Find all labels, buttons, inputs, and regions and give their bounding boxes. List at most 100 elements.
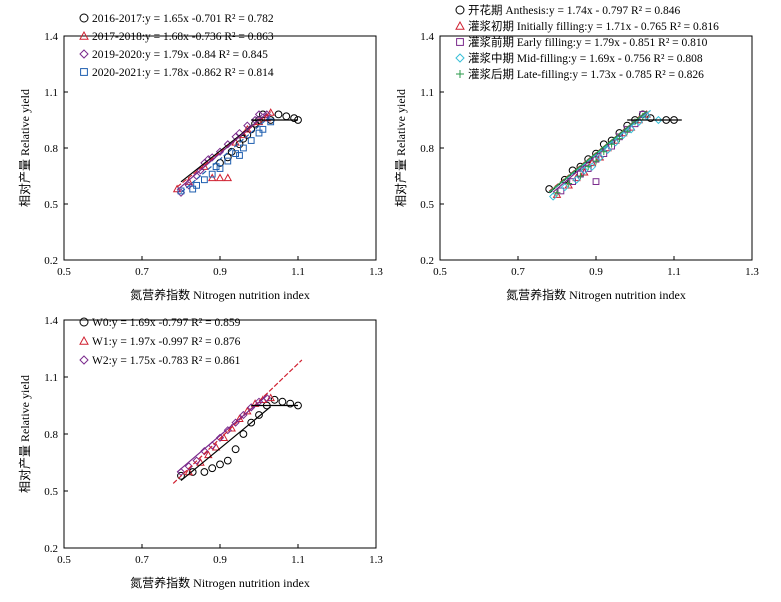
data-point bbox=[587, 162, 597, 171]
legend-entry: 2020-2021:y = 1.78x -0.862 R² = 0.814 bbox=[92, 67, 274, 79]
data-point bbox=[239, 134, 248, 143]
data-point bbox=[646, 114, 655, 123]
legend-entry: 开花期 Anthesis:y = 1.74x - 0.797 R² = 0.84… bbox=[468, 4, 680, 17]
legend-entry: W2:y = 1.75x -0.783 R² = 0.861 bbox=[92, 355, 241, 367]
legend-entry: 灌浆中期 Mid-filling:y = 1.69x - 0.756 R² = … bbox=[468, 51, 703, 65]
legend-marker bbox=[79, 317, 89, 327]
data-point bbox=[266, 108, 275, 116]
legend-marker bbox=[455, 53, 465, 63]
data-point bbox=[266, 393, 275, 402]
data-point bbox=[548, 192, 558, 201]
data-point bbox=[223, 456, 232, 465]
data-point bbox=[177, 471, 185, 480]
data-point bbox=[200, 468, 209, 476]
data-point bbox=[208, 464, 217, 473]
y-axis-label: 相对产量 Relative yield bbox=[18, 375, 32, 493]
x-tick-label: 0.7 bbox=[135, 266, 149, 278]
data-point bbox=[219, 433, 229, 442]
y-tick-label: 0.5 bbox=[44, 199, 58, 211]
data-point bbox=[232, 150, 239, 157]
data-point bbox=[254, 110, 264, 119]
y-tick-label: 1.4 bbox=[44, 315, 58, 327]
data-point bbox=[227, 147, 236, 156]
data-point bbox=[193, 181, 200, 189]
data-point bbox=[584, 163, 592, 171]
fit-line bbox=[176, 112, 268, 191]
data-point bbox=[592, 157, 600, 165]
data-point bbox=[616, 135, 623, 143]
fit-line bbox=[548, 110, 648, 193]
data-point bbox=[247, 418, 256, 427]
data-point bbox=[177, 187, 185, 195]
x-tick-label: 1.1 bbox=[291, 554, 305, 566]
data-point bbox=[223, 153, 232, 162]
data-point bbox=[553, 189, 561, 197]
data-point bbox=[224, 157, 232, 165]
data-point bbox=[286, 399, 295, 408]
x-axis-label: 氮营养指数 Nitrogen nutrition index bbox=[506, 287, 686, 302]
y-tick-label: 0.8 bbox=[44, 429, 58, 441]
y-tick-label: 0.8 bbox=[44, 143, 58, 155]
x-axis-label: 氮营养指数 Nitrogen nutrition index bbox=[130, 575, 310, 590]
x-tick-label: 0.9 bbox=[213, 554, 227, 566]
data-point bbox=[184, 462, 193, 471]
data-point bbox=[208, 170, 216, 178]
data-point bbox=[184, 181, 193, 190]
legend-marker bbox=[79, 30, 89, 40]
fit-line bbox=[172, 359, 303, 484]
data-point bbox=[231, 445, 240, 454]
legend-entry: W1:y = 1.97x -0.997 R² = 0.876 bbox=[92, 336, 241, 348]
y-axis-label: 相对产量 Relative yield bbox=[18, 89, 32, 207]
y-tick-label: 1.1 bbox=[420, 87, 434, 99]
x-tick-label: 0.5 bbox=[57, 554, 71, 566]
legend-marker bbox=[456, 70, 464, 78]
data-point bbox=[215, 173, 225, 182]
series-2 bbox=[552, 109, 651, 198]
legend-entry: 2017-2018:y = 1.68x -0.736 R² = 0.863 bbox=[92, 31, 274, 43]
legend-entry: 2019-2020:y = 1.79x -0.84 R² = 0.845 bbox=[92, 49, 268, 61]
y-tick-label: 0.8 bbox=[420, 143, 434, 155]
legend-marker bbox=[79, 335, 89, 345]
data-point bbox=[255, 129, 263, 137]
series-4 bbox=[548, 112, 663, 201]
data-point bbox=[595, 153, 605, 162]
data-point bbox=[196, 166, 205, 175]
data-point bbox=[278, 397, 287, 406]
legend-marker bbox=[455, 20, 465, 30]
data-point bbox=[267, 118, 275, 126]
y-axis-label: 相对产量 Relative yield bbox=[394, 89, 408, 207]
data-point bbox=[259, 125, 267, 133]
data-point bbox=[290, 114, 299, 123]
legend-marker bbox=[456, 38, 464, 46]
data-point bbox=[592, 178, 600, 185]
data-point bbox=[552, 190, 562, 198]
x-axis-label: 氮营养指数 Nitrogen nutrition index bbox=[130, 287, 310, 302]
data-point bbox=[565, 180, 573, 187]
y-tick-label: 1.1 bbox=[44, 87, 58, 99]
data-point bbox=[212, 163, 220, 171]
data-point bbox=[262, 110, 271, 119]
data-point bbox=[572, 173, 581, 182]
legend-marker bbox=[455, 5, 465, 15]
x-tick-label: 0.7 bbox=[135, 554, 149, 566]
series-2 bbox=[184, 393, 275, 476]
x-tick-label: 1.3 bbox=[369, 554, 383, 566]
fit-line bbox=[180, 406, 272, 482]
data-point bbox=[239, 430, 248, 438]
data-point bbox=[282, 112, 291, 121]
data-point bbox=[577, 172, 584, 180]
x-tick-label: 0.5 bbox=[57, 266, 71, 278]
data-point bbox=[274, 110, 283, 119]
data-point bbox=[654, 115, 663, 125]
legend-entry: W0:y = 1.69x -0.797 R² = 0.859 bbox=[92, 317, 241, 329]
data-point bbox=[176, 188, 186, 197]
data-point bbox=[270, 395, 279, 404]
data-point bbox=[216, 460, 224, 469]
data-point bbox=[236, 152, 243, 159]
x-tick-label: 0.9 bbox=[213, 266, 227, 278]
data-point bbox=[580, 166, 589, 175]
